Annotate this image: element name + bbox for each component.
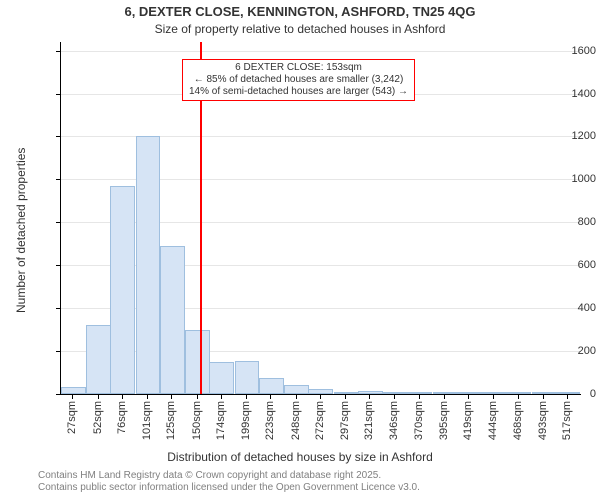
y-tick-mark (56, 394, 61, 395)
y-tick-mark (56, 136, 61, 137)
plot-area: 6 DEXTER CLOSE: 153sqm← 85% of detached … (60, 42, 581, 395)
y-tick-mark (56, 308, 61, 309)
x-tick-mark (419, 394, 420, 399)
x-tick-label: 346sqm (388, 401, 400, 440)
x-tick-mark (98, 394, 99, 399)
x-tick-mark (518, 394, 519, 399)
x-tick-label: 468sqm (512, 401, 524, 440)
histogram-bar (209, 362, 234, 394)
x-tick-label: 101sqm (141, 401, 153, 440)
x-tick-mark (197, 394, 198, 399)
x-tick-mark (567, 394, 568, 399)
y-tick-label: 400 (540, 302, 596, 314)
histogram-bar (308, 389, 333, 394)
footnote-line1: Contains HM Land Registry data © Crown c… (38, 470, 420, 482)
x-tick-mark (493, 394, 494, 399)
x-tick-mark (394, 394, 395, 399)
annotation-line: 14% of semi-detached houses are larger (… (189, 86, 408, 98)
chart-root: { "title": "6, DEXTER CLOSE, KENNINGTON,… (0, 0, 600, 500)
y-axis-title: Number of detached properties (14, 148, 28, 313)
x-tick-mark (246, 394, 247, 399)
x-tick-label: 27sqm (66, 401, 78, 434)
x-tick-label: 370sqm (413, 401, 425, 440)
x-tick-label: 272sqm (314, 401, 326, 440)
y-tick-label: 600 (540, 259, 596, 271)
footnote: Contains HM Land Registry data © Crown c… (38, 470, 420, 494)
x-tick-mark (296, 394, 297, 399)
x-tick-mark (345, 394, 346, 399)
x-tick-mark (543, 394, 544, 399)
x-tick-label: 321sqm (363, 401, 375, 440)
histogram-bar (506, 392, 531, 394)
x-axis-title: Distribution of detached houses by size … (0, 450, 600, 464)
histogram-bar (284, 385, 309, 394)
x-tick-mark (270, 394, 271, 399)
x-tick-label: 297sqm (339, 401, 351, 440)
histogram-bar (482, 392, 507, 394)
annotation-line: 6 DEXTER CLOSE: 153sqm (189, 62, 408, 74)
histogram-bar (61, 387, 86, 395)
x-tick-label: 248sqm (290, 401, 302, 440)
y-tick-label: 1600 (540, 45, 596, 57)
x-tick-label: 517sqm (561, 401, 573, 440)
x-tick-label: 52sqm (92, 401, 104, 434)
x-tick-label: 76sqm (116, 401, 128, 434)
x-tick-mark (122, 394, 123, 399)
histogram-bar (110, 186, 135, 394)
histogram-bar (383, 392, 408, 394)
y-tick-label: 200 (540, 345, 596, 357)
histogram-bar (160, 246, 185, 394)
y-tick-mark (56, 351, 61, 352)
annotation-box: 6 DEXTER CLOSE: 153sqm← 85% of detached … (182, 59, 415, 101)
y-tick-label: 1000 (540, 173, 596, 185)
x-tick-mark (320, 394, 321, 399)
histogram-bar (259, 378, 284, 394)
x-tick-label: 395sqm (438, 401, 450, 440)
annotation-line: ← 85% of detached houses are smaller (3,… (189, 74, 408, 86)
y-tick-label: 1400 (540, 88, 596, 100)
x-tick-label: 419sqm (462, 401, 474, 440)
footnote-line2: Contains public sector information licen… (38, 482, 420, 494)
y-tick-mark (56, 265, 61, 266)
x-tick-label: 174sqm (215, 401, 227, 440)
x-tick-mark (468, 394, 469, 399)
histogram-bar (86, 325, 111, 394)
x-tick-mark (444, 394, 445, 399)
y-tick-label: 800 (540, 216, 596, 228)
y-tick-mark (56, 94, 61, 95)
gridline-h (61, 51, 581, 52)
histogram-bar (235, 361, 260, 394)
x-tick-label: 223sqm (264, 401, 276, 440)
y-tick-label: 1200 (540, 130, 596, 142)
histogram-bar (407, 392, 432, 394)
x-tick-label: 150sqm (191, 401, 203, 440)
x-tick-label: 444sqm (487, 401, 499, 440)
page-title: 6, DEXTER CLOSE, KENNINGTON, ASHFORD, TN… (0, 4, 600, 19)
histogram-bar (136, 136, 161, 394)
page-subtitle: Size of property relative to detached ho… (0, 22, 600, 36)
x-tick-mark (369, 394, 370, 399)
x-tick-mark (221, 394, 222, 399)
x-tick-mark (72, 394, 73, 399)
histogram-bar (185, 330, 210, 394)
x-tick-label: 199sqm (240, 401, 252, 440)
x-tick-label: 125sqm (165, 401, 177, 440)
x-tick-label: 493sqm (537, 401, 549, 440)
y-tick-mark (56, 51, 61, 52)
x-tick-mark (171, 394, 172, 399)
y-tick-mark (56, 222, 61, 223)
y-tick-mark (56, 179, 61, 180)
x-tick-mark (147, 394, 148, 399)
